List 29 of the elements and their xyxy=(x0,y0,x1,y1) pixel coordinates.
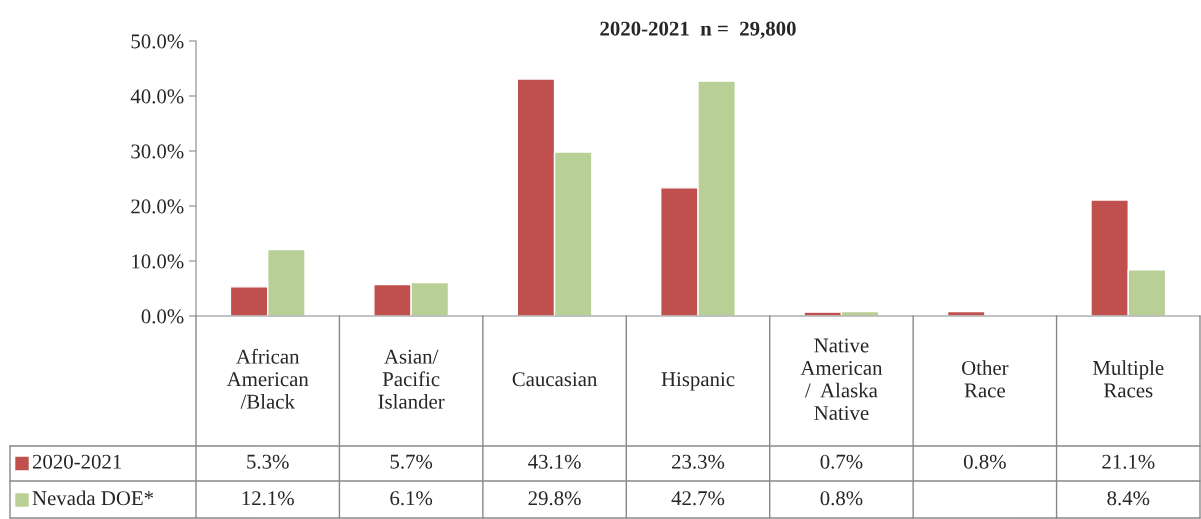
data-label: 43.1% xyxy=(528,454,581,469)
data-label: 0.7% xyxy=(820,454,863,469)
data-label: 8.4% xyxy=(1107,491,1150,506)
data-label: 21.1% xyxy=(1102,454,1155,469)
legend-label: Nevada DOE* xyxy=(32,490,154,506)
x-tick-label: Asian/ Pacific Islander xyxy=(378,349,445,409)
x-tick-label: Hispanic xyxy=(661,372,735,391)
y-tick-label: 30.0% xyxy=(131,144,184,159)
y-tick-label: 50.0% xyxy=(131,34,184,49)
data-label: 29.8% xyxy=(528,491,581,506)
data-label: 0.8% xyxy=(820,491,863,506)
data-label: 0.8% xyxy=(963,454,1006,469)
data-label: 5.7% xyxy=(390,454,433,469)
x-tick-label: Multiple Races xyxy=(1093,360,1164,398)
legend-label: 2020-2021 xyxy=(32,454,122,469)
chart-title: 2020-2021 n = 29,800 xyxy=(600,21,796,39)
data-label: 12.1% xyxy=(242,491,294,506)
data-label: 42.7% xyxy=(671,491,725,506)
x-tick-label: Other Race xyxy=(962,360,1009,398)
x-tick-label: Caucasian xyxy=(512,372,598,387)
data-label: 5.3% xyxy=(247,454,289,469)
y-tick-label: 0.0% xyxy=(141,309,184,324)
x-tick-label: Native American / Alaska Native xyxy=(800,338,883,420)
y-tick-label: 40.0% xyxy=(130,89,184,104)
data-label: 23.3% xyxy=(672,454,725,469)
x-tick-label: African American /Black xyxy=(226,348,309,409)
y-tick-label: 20.0% xyxy=(131,199,184,214)
y-tick-label: 10.0% xyxy=(132,254,184,269)
data-label: 6.1% xyxy=(390,491,433,506)
